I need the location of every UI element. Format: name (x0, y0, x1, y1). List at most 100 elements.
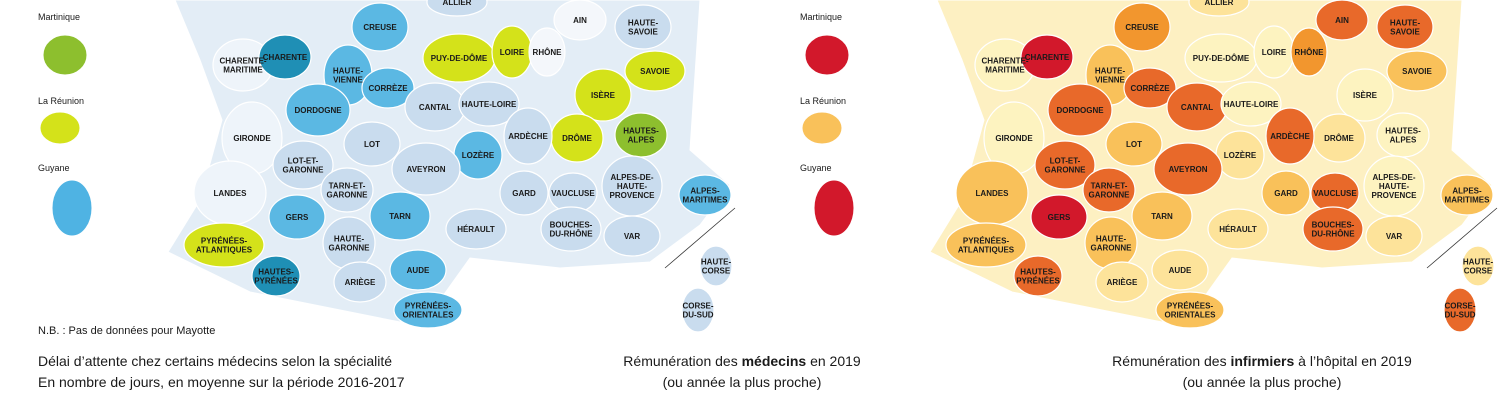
department-label: HAUTE-CORSE (1463, 258, 1494, 276)
department-label-line: VAR (1386, 232, 1403, 241)
caption-title-part: à l’hôpital en 2019 (1294, 353, 1412, 369)
department-label: HAUTES-PYRÉNÉES (254, 268, 298, 286)
overseas-area (51, 179, 93, 237)
department-area (1302, 206, 1364, 252)
department-area (258, 34, 312, 80)
department-label-line: HAUTE- (1390, 19, 1421, 28)
department-label-line: ALPES-DE- (610, 173, 653, 182)
department-area (1188, 0, 1250, 17)
department-label: CHARENTE (263, 53, 308, 62)
department-area (183, 222, 265, 268)
department-label-line: ARIÈGE (1107, 278, 1138, 287)
department-area (1461, 245, 1495, 287)
department-label-line: LOIRE (1262, 48, 1287, 57)
department-label-line: HAUTES- (623, 127, 659, 136)
department-label-line: GERS (286, 213, 309, 222)
department-area (1113, 2, 1171, 52)
department-label-line: ALPES- (1452, 187, 1482, 196)
overseas-label: Guyane (800, 163, 832, 173)
department-area (343, 121, 401, 167)
department-label-line: PYRÉNÉES- (201, 237, 248, 246)
department-label-line: VAUCLUSE (551, 189, 595, 198)
department-area (361, 67, 415, 109)
map: ALLIERCHARENTE-MARITIMECHARENTEHAUTE-VIE… (167, 0, 736, 333)
department-area (574, 68, 632, 122)
caption-title-part: Rémunération des (1112, 353, 1230, 369)
department-area (333, 261, 387, 303)
department-area (458, 81, 520, 127)
department-label-line: CREUSE (363, 23, 397, 32)
department-label: CORRÈZE (1130, 84, 1170, 93)
department-area (1220, 81, 1282, 127)
department-area (1386, 50, 1448, 92)
department-label-line: DU-SUD (1444, 311, 1475, 320)
department-label-line: GARONNE (327, 191, 369, 200)
department-area (540, 206, 602, 252)
overseas-label: La Réunion (38, 96, 84, 106)
department-area (1365, 215, 1423, 257)
department-label: HAUTES-ALPES (1385, 127, 1421, 145)
department-label-line: PROVENCE (1372, 191, 1418, 200)
department-label: CHARENTE-MARITIME (981, 57, 1028, 75)
department-label: LOT (364, 140, 380, 149)
department-area (945, 222, 1027, 268)
department-label: CORRÈZE (368, 84, 408, 93)
department-label-line: CREUSE (1125, 23, 1159, 32)
overseas-label: Guyane (38, 163, 70, 173)
department-area (1376, 4, 1434, 50)
department-label-line: PYRÉNÉES (1016, 277, 1060, 286)
department-label-line: ATLANTIQUES (958, 246, 1015, 255)
department-label-line: GARONNE (283, 166, 325, 175)
department-label: PYRÉNÉES-ATLANTIQUES (958, 237, 1015, 255)
department-area (1155, 291, 1225, 329)
department-label-line: PROVENCE (610, 191, 656, 200)
caption-title-part: Rémunération des (623, 353, 741, 369)
department-label-line: ALPES (628, 136, 655, 145)
department-area (1290, 27, 1328, 77)
department-label-line: DRÔME (562, 134, 592, 143)
department-label-line: DU-RHÔNE (549, 230, 593, 239)
department-label: DRÔME (562, 134, 592, 143)
department-area (1443, 287, 1477, 333)
department-label-line: ORIENTALES (1165, 311, 1217, 320)
department-label: LOT (1126, 140, 1142, 149)
department-label-line: CHARENTE- (981, 57, 1028, 66)
department-label: GERS (1048, 213, 1071, 222)
department-label: BOUCHES-DU-RHÔNE (549, 221, 593, 239)
department-label-line: HAUTE-LOIRE (1224, 100, 1279, 109)
department-area (389, 249, 447, 291)
department-area (699, 245, 733, 287)
department-label: PUY-DE-DÔME (1193, 54, 1250, 63)
department-label-line: ARIÈGE (345, 278, 376, 287)
department-area (251, 255, 301, 297)
department-label: ALLIER (1205, 0, 1234, 7)
department-label-line: CANTAL (419, 103, 451, 112)
department-label: TARN-ET-GARONNE (327, 182, 369, 200)
department-area (614, 4, 672, 50)
department-label: SAVOIE (1402, 67, 1432, 76)
department-label: CREUSE (363, 23, 397, 32)
department-label: CORSE-DU-SUD (1444, 302, 1475, 320)
department-label: CANTAL (419, 103, 451, 112)
department-label-line: MARITIME (985, 66, 1025, 75)
department-label-line: ISÈRE (591, 91, 616, 100)
department-label-line: HAUTE- (1463, 258, 1494, 267)
department-label-line: GIRONDE (233, 134, 271, 143)
department-label: CHARENTE-MARITIME (219, 57, 266, 75)
department-label: ISÈRE (591, 91, 616, 100)
caption-title: Rémunération des infirmiers à l’hôpital … (1112, 353, 1412, 369)
overseas-area (39, 111, 81, 145)
department-label-line: GARONNE (1045, 166, 1087, 175)
department-label-line: ARDÈCHE (1270, 132, 1310, 141)
department-label-line: GARD (1274, 189, 1298, 198)
department-label: LOT-ET-GARONNE (1045, 157, 1087, 175)
department-label-line: SAVOIE (640, 67, 670, 76)
department-label: HAUTE-VIENNE (1095, 67, 1126, 85)
department-label-line: ORIENTALES (403, 311, 455, 320)
department-area (391, 142, 461, 196)
department-label-line: VIENNE (1095, 76, 1125, 85)
department-label: AUDE (1169, 266, 1192, 275)
department-label-line: PUY-DE-DÔME (431, 54, 488, 63)
department-label: LOIRE (500, 48, 525, 57)
